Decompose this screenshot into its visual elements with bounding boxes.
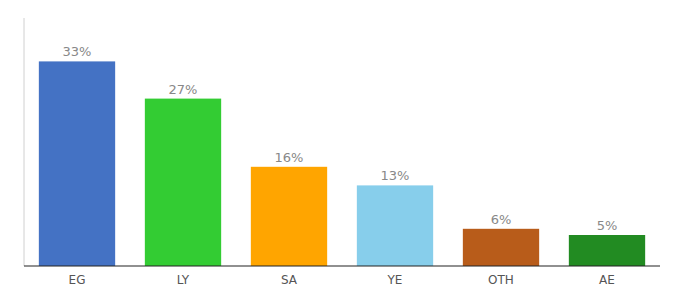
data-label: 5%	[597, 218, 618, 233]
y-axis-line	[24, 18, 25, 266]
data-labels: 33% 27% 16% 13% 6% 5%	[63, 44, 618, 233]
x-tick-label: YE	[387, 273, 403, 287]
data-label: 6%	[491, 212, 512, 227]
bar	[463, 229, 539, 266]
x-ticks: EG LY SA YE OTH AE	[69, 273, 615, 287]
bar	[39, 61, 115, 266]
bar	[357, 185, 433, 266]
x-axis-line	[24, 265, 660, 266]
data-label: 13%	[381, 168, 410, 183]
bar	[145, 99, 221, 266]
x-tick-label: AE	[599, 273, 615, 287]
bars	[39, 61, 645, 266]
x-tick-label: LY	[177, 273, 190, 287]
x-tick-label: OTH	[488, 273, 514, 287]
data-label: 27%	[169, 82, 198, 97]
bar	[569, 235, 645, 266]
data-label: 33%	[63, 44, 92, 59]
chart: 33% 27% 16% 13% 6% 5% EG LY SA YE OTH AE	[0, 0, 680, 300]
x-tick-label: SA	[281, 273, 298, 287]
bar	[251, 167, 327, 266]
data-label: 16%	[275, 150, 304, 165]
x-tick-label: EG	[69, 273, 86, 287]
